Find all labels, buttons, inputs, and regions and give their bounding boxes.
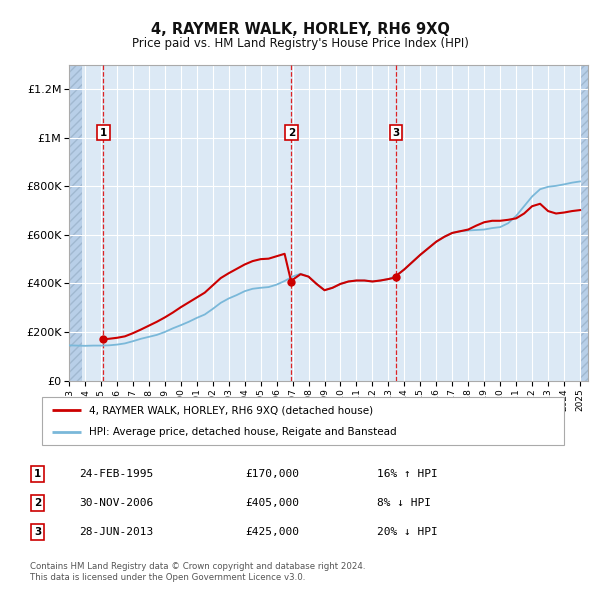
Text: 4, RAYMER WALK, HORLEY, RH6 9XQ (detached house): 4, RAYMER WALK, HORLEY, RH6 9XQ (detache…	[89, 405, 373, 415]
Text: 1: 1	[100, 128, 107, 138]
Text: £425,000: £425,000	[245, 527, 299, 537]
Bar	[69, 65, 82, 381]
Text: 8% ↓ HPI: 8% ↓ HPI	[377, 498, 431, 508]
Text: 3: 3	[34, 527, 41, 537]
FancyBboxPatch shape	[42, 397, 564, 445]
Text: 28-JUN-2013: 28-JUN-2013	[79, 527, 154, 537]
Text: 24-FEB-1995: 24-FEB-1995	[79, 469, 154, 478]
Text: 2: 2	[287, 128, 295, 138]
Text: HPI: Average price, detached house, Reigate and Banstead: HPI: Average price, detached house, Reig…	[89, 427, 397, 437]
Text: 20% ↓ HPI: 20% ↓ HPI	[377, 527, 438, 537]
Text: 16% ↑ HPI: 16% ↑ HPI	[377, 469, 438, 478]
Text: 1: 1	[34, 469, 41, 478]
Text: 30-NOV-2006: 30-NOV-2006	[79, 498, 154, 508]
Text: This data is licensed under the Open Government Licence v3.0.: This data is licensed under the Open Gov…	[30, 573, 305, 582]
Text: 4, RAYMER WALK, HORLEY, RH6 9XQ: 4, RAYMER WALK, HORLEY, RH6 9XQ	[151, 22, 449, 37]
Text: £170,000: £170,000	[245, 469, 299, 478]
Text: Contains HM Land Registry data © Crown copyright and database right 2024.: Contains HM Land Registry data © Crown c…	[30, 562, 365, 571]
Bar	[580, 65, 588, 381]
Text: Price paid vs. HM Land Registry's House Price Index (HPI): Price paid vs. HM Land Registry's House …	[131, 37, 469, 50]
Text: 2: 2	[34, 498, 41, 508]
Text: 3: 3	[392, 128, 400, 138]
Text: £405,000: £405,000	[245, 498, 299, 508]
